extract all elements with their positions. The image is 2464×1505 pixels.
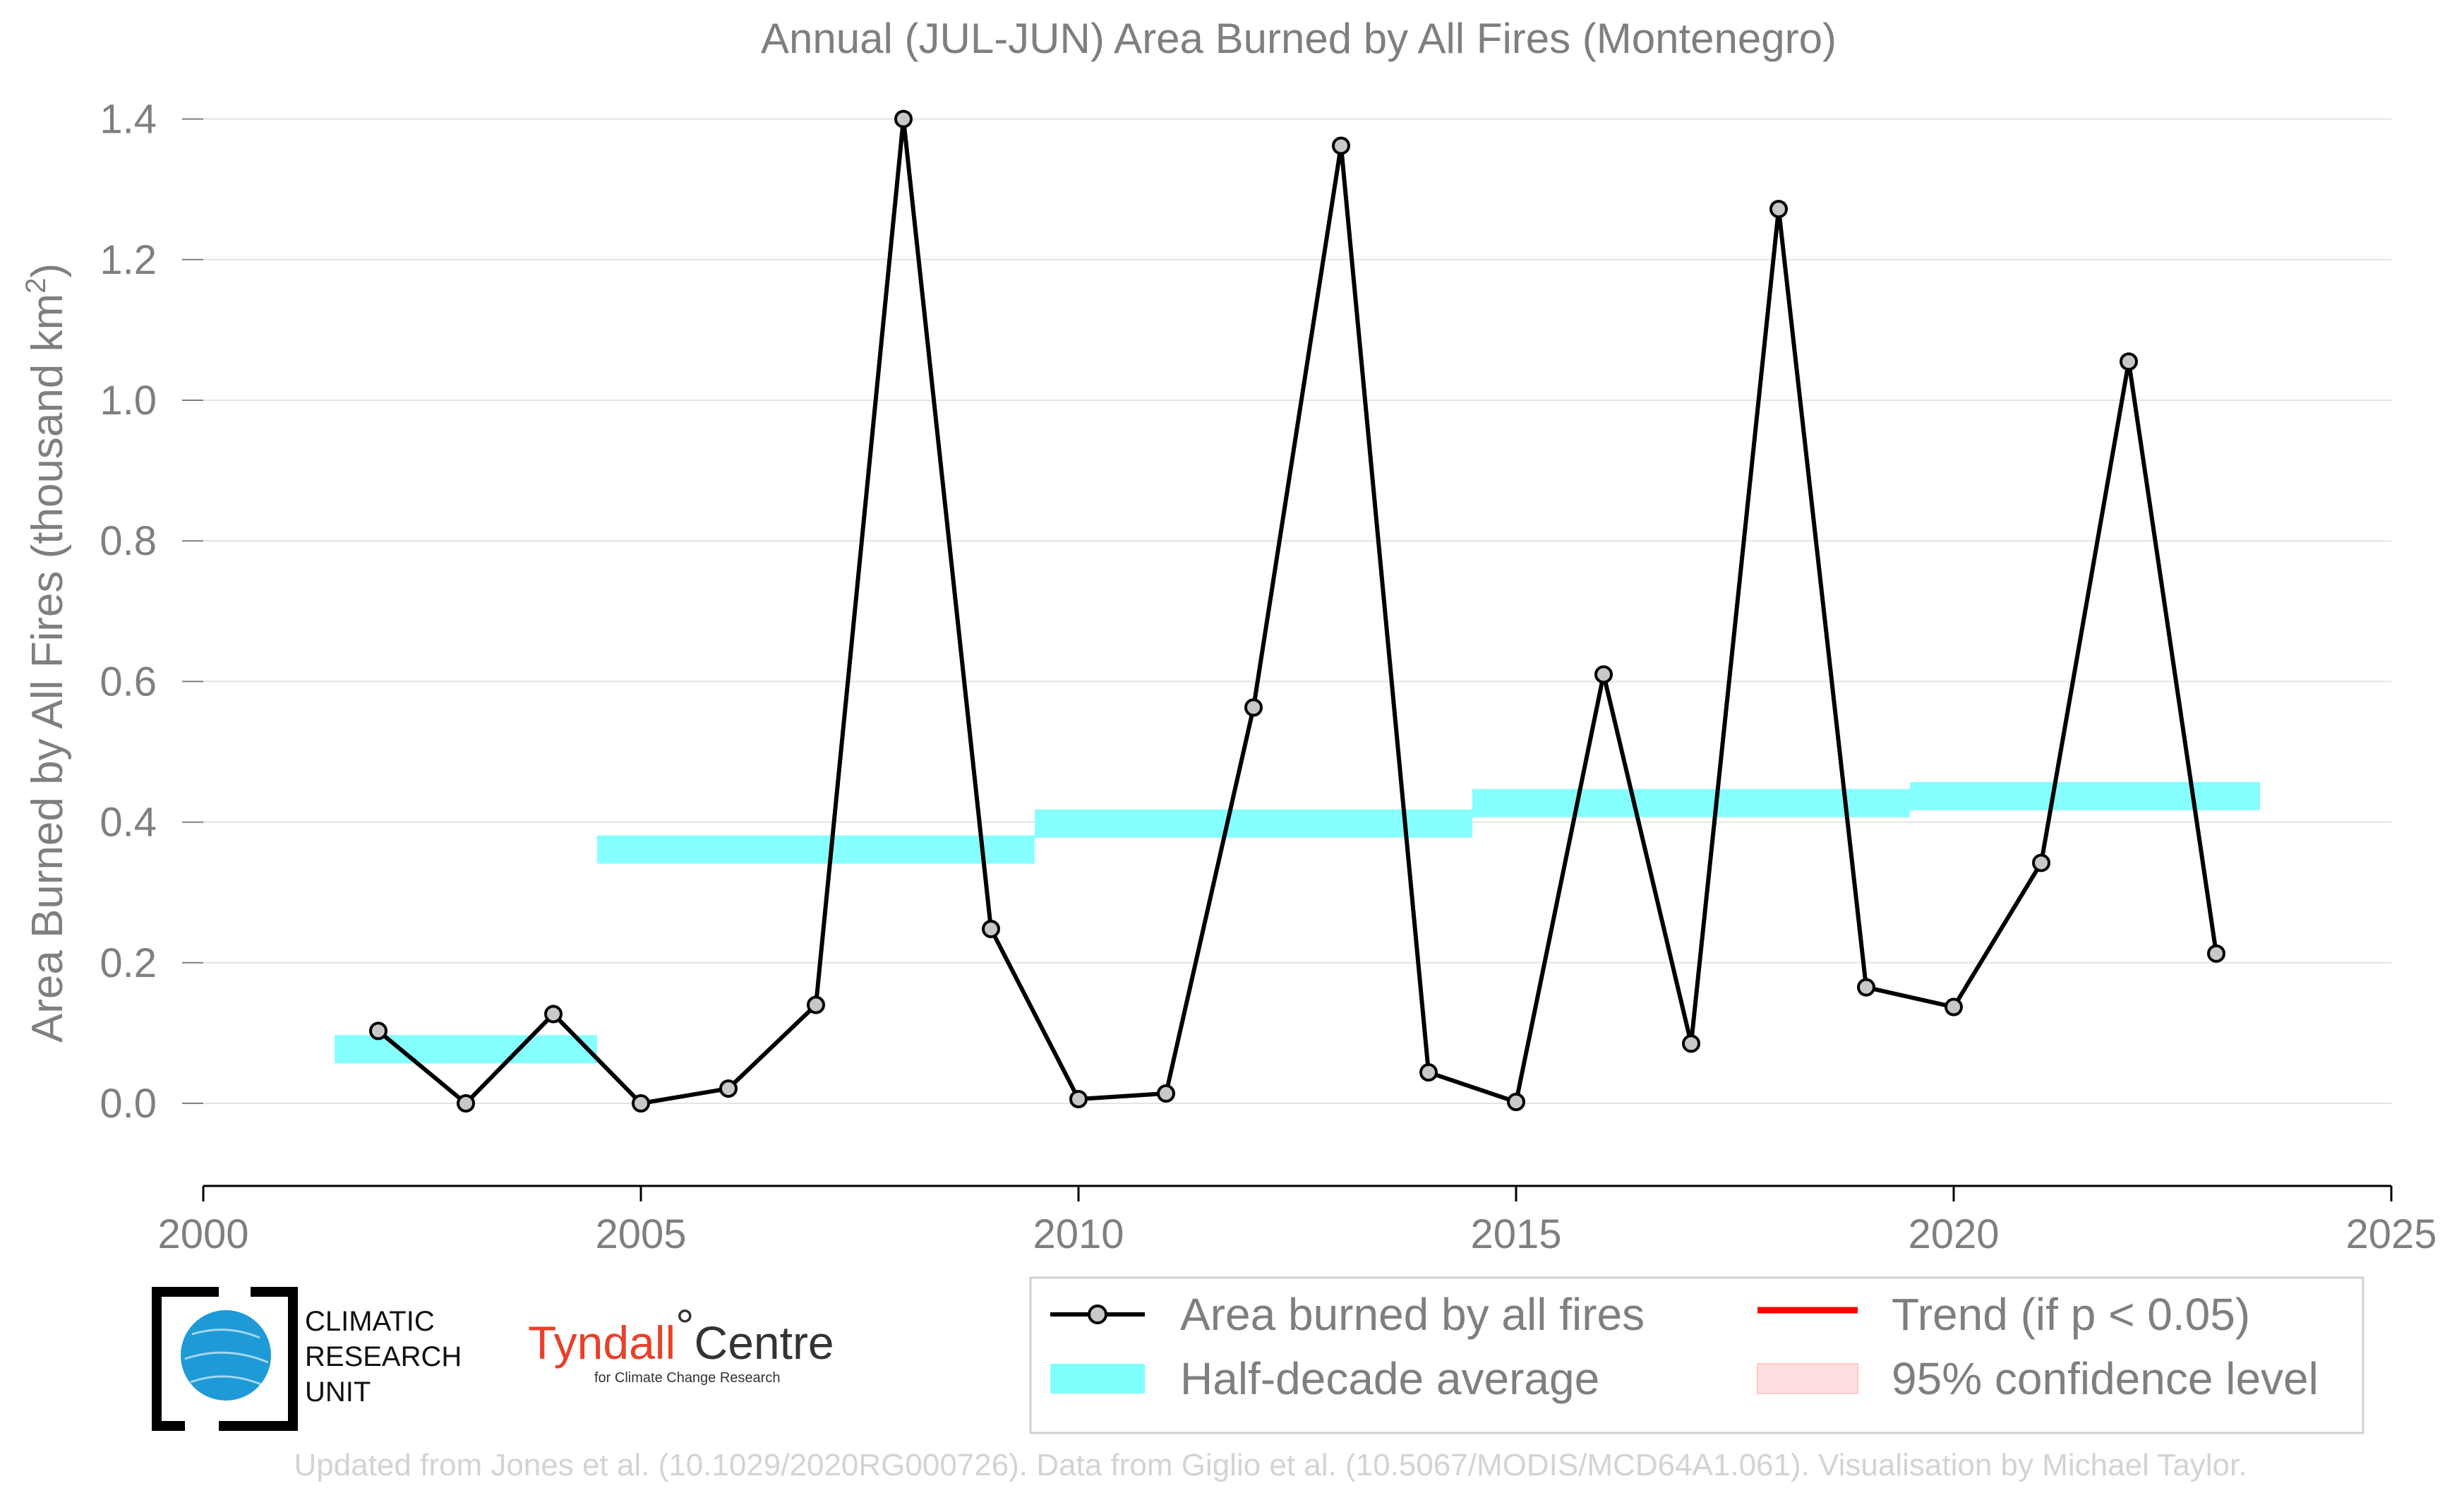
credit-line: Updated from Jones et al. (10.1029/2020R… bbox=[294, 1448, 2247, 1482]
data-point bbox=[719, 1079, 738, 1098]
cru-logo-line2: RESEARCH bbox=[305, 1341, 462, 1372]
data-point bbox=[1507, 1093, 1525, 1112]
x-tick-label: 2010 bbox=[1033, 1211, 1124, 1257]
legend-label-trend: Trend (if p < 0.05) bbox=[1892, 1289, 2250, 1340]
x-tick-label: 2005 bbox=[595, 1211, 686, 1257]
x-axis: 2000 2005 2010 2015 2020 2025 bbox=[157, 1185, 2437, 1257]
legend-label-average: Half-decade average bbox=[1180, 1353, 1599, 1404]
legend-label-confidence: 95% confidence level bbox=[1892, 1353, 2319, 1404]
x-tick-label: 2000 bbox=[157, 1211, 248, 1257]
tyndall-logo-name: Tyndall bbox=[528, 1317, 675, 1369]
data-point bbox=[632, 1094, 650, 1113]
y-tick-label: 0.0 bbox=[100, 1081, 157, 1127]
data-point bbox=[2207, 944, 2225, 963]
data-point bbox=[1069, 1090, 1088, 1109]
data-point bbox=[894, 109, 913, 128]
legend: Area burned by all fires Half-decade ave… bbox=[1029, 1276, 2364, 1434]
series-area-burned bbox=[369, 109, 2225, 1113]
tyndall-logo-subtitle: for Climate Change Research bbox=[594, 1370, 780, 1386]
svg-text:Tyndall°Centre: Tyndall°Centre bbox=[528, 1300, 834, 1369]
legend-swatch-average bbox=[1050, 1364, 1145, 1393]
y-axis-label: Area Burned by All Fires (thousand km2) bbox=[20, 263, 72, 1043]
y-axis-label-end: ) bbox=[23, 263, 72, 278]
y-axis-ticks: 0.0 0.2 0.4 0.6 0.8 1.0 1.2 1.4 bbox=[100, 97, 203, 1127]
y-axis-label-sup: 2 bbox=[20, 278, 52, 294]
y-tick-label: 0.2 bbox=[100, 940, 157, 986]
legend-box bbox=[1029, 1276, 2364, 1434]
data-point bbox=[457, 1094, 475, 1113]
cru-logo-line3: UNIT bbox=[305, 1377, 371, 1408]
cru-logo-bracket-right bbox=[219, 1287, 298, 1431]
tyndall-logo: Tyndall°Centre for Climate Change Resear… bbox=[528, 1300, 834, 1386]
cru-logo-bracket-left bbox=[152, 1287, 219, 1431]
y-tick-label: 1.4 bbox=[100, 97, 157, 143]
y-tick-label: 1.2 bbox=[100, 237, 157, 283]
legend-label-series: Area burned by all fires bbox=[1180, 1289, 1645, 1340]
legend-swatch-confidence bbox=[1757, 1363, 1858, 1394]
data-point bbox=[1857, 978, 1875, 997]
series-line bbox=[377, 116, 2218, 1105]
x-tick-label: 2015 bbox=[1470, 1211, 1561, 1257]
data-point bbox=[369, 1021, 387, 1041]
data-point bbox=[1419, 1063, 1438, 1082]
svg-text:Area Burned by All Fires (thou: Area Burned by All Fires (thousand km2) bbox=[20, 263, 72, 1043]
half-decade-average-bars bbox=[335, 781, 2260, 1064]
half-decade-average-bar bbox=[1035, 809, 1472, 838]
y-tick-label: 0.4 bbox=[100, 800, 157, 846]
globe-icon-lines bbox=[184, 1329, 269, 1386]
data-point bbox=[1769, 200, 1788, 219]
half-decade-average-bar bbox=[1472, 789, 1910, 817]
data-point bbox=[544, 1005, 563, 1024]
data-point bbox=[807, 995, 825, 1014]
half-decade-average-bar bbox=[1910, 781, 2260, 810]
data-point bbox=[982, 919, 1000, 938]
tyndall-logo-centre: Centre bbox=[695, 1317, 834, 1369]
y-axis-label-main: Area Burned by All Fires (thousand km bbox=[23, 294, 72, 1043]
tyndall-logo-degree: ° bbox=[675, 1300, 694, 1352]
data-point bbox=[1244, 698, 1263, 717]
data-point bbox=[1594, 665, 1613, 684]
y-tick-label: 0.6 bbox=[100, 659, 157, 704]
legend-swatch-marker bbox=[1088, 1305, 1107, 1324]
x-tick-label: 2020 bbox=[1908, 1211, 1999, 1257]
data-point bbox=[1332, 136, 1350, 155]
cru-logo: CLIMATIC RESEARCH UNIT bbox=[152, 1287, 462, 1431]
x-tick-label: 2025 bbox=[2345, 1211, 2436, 1257]
data-point bbox=[1682, 1034, 1700, 1053]
data-point bbox=[1945, 997, 1963, 1017]
data-point bbox=[1157, 1084, 1175, 1103]
half-decade-average-bar bbox=[597, 835, 1035, 864]
y-tick-label: 1.0 bbox=[100, 378, 157, 424]
y-tick-label: 0.8 bbox=[100, 518, 157, 564]
data-point bbox=[2032, 853, 2050, 873]
chart-title: Annual (JUL-JUN) Area Burned by All Fire… bbox=[761, 15, 1837, 62]
gridlines bbox=[203, 118, 2391, 1104]
cru-logo-line1: CLIMATIC bbox=[305, 1306, 435, 1337]
data-point bbox=[2120, 352, 2138, 371]
half-decade-average-bar bbox=[335, 1035, 597, 1064]
